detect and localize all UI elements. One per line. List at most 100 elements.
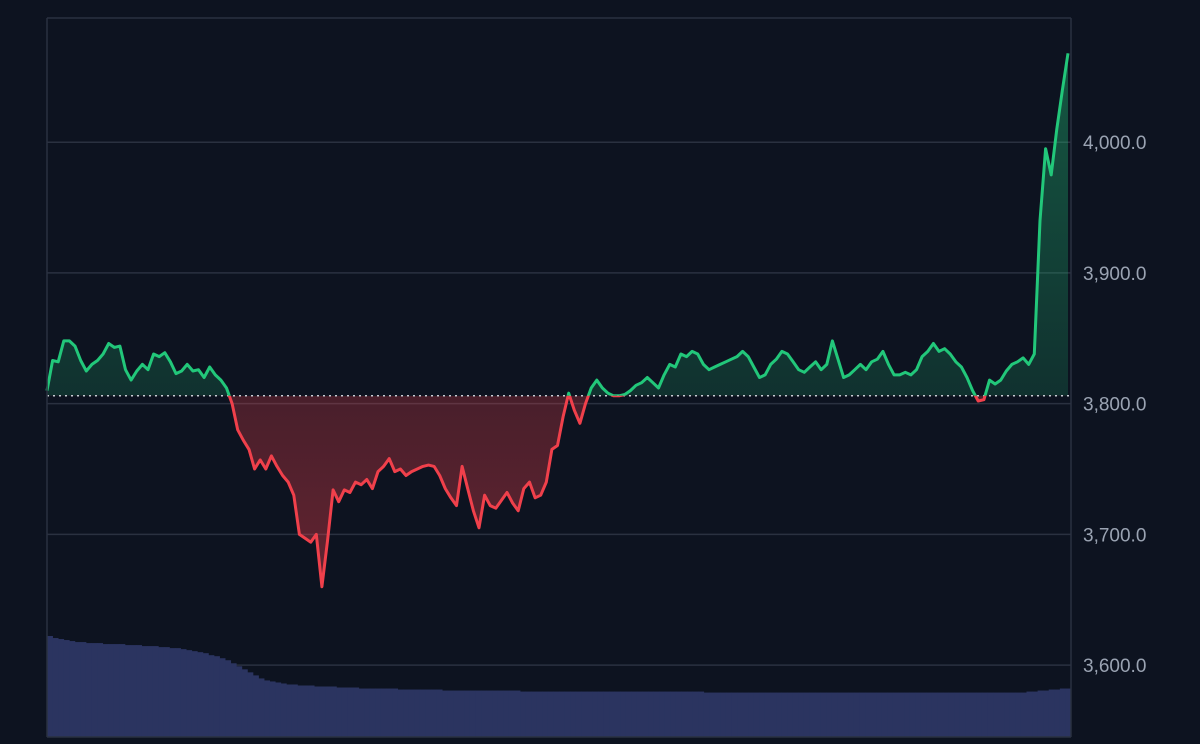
- volume-bar: [442, 690, 449, 737]
- volume-bar: [475, 690, 482, 737]
- volume-bar: [208, 655, 215, 737]
- volume-bar: [553, 691, 560, 737]
- volume-bar: [152, 646, 159, 737]
- volume-bar: [141, 646, 148, 737]
- volume-bar: [948, 692, 955, 737]
- volume-bar: [542, 691, 549, 737]
- y-tick-label-3600: 3,600.0: [1083, 656, 1146, 677]
- volume-bar: [336, 687, 343, 737]
- volume-bar: [664, 691, 671, 737]
- volume-bar: [431, 689, 437, 737]
- volume-bar: [954, 692, 961, 737]
- volume-bar: [269, 681, 276, 737]
- volume-bar: [892, 692, 899, 737]
- area-fill-below-baseline: [47, 395, 1068, 587]
- volume-bar: [798, 692, 805, 737]
- volume-bar: [687, 691, 693, 737]
- volume-bar: [458, 690, 465, 737]
- volume-bar: [69, 641, 76, 737]
- volume-bar: [876, 692, 883, 737]
- volume-bar: [97, 643, 104, 737]
- volume-bar: [842, 692, 849, 737]
- volume-bar: [976, 692, 983, 737]
- volume-bar: [91, 643, 98, 737]
- volume-bar: [258, 678, 265, 737]
- volume-bar: [219, 658, 226, 737]
- volume-bar: [809, 692, 816, 737]
- volume-bar: [837, 692, 844, 737]
- volume-bar: [1020, 692, 1027, 737]
- volume-bar: [764, 692, 771, 737]
- volume-bar: [175, 648, 181, 737]
- volume-bar: [247, 672, 254, 737]
- volume-bar: [280, 683, 287, 737]
- volume-bar: [776, 692, 783, 737]
- volume-bar: [859, 692, 866, 737]
- volume-bar: [564, 691, 571, 737]
- volume-bar: [1065, 688, 1072, 737]
- volume-bar: [380, 688, 387, 737]
- volume-bar: [675, 691, 682, 737]
- volume-bar: [603, 691, 610, 737]
- volume-bar: [197, 652, 204, 737]
- volume-bar: [803, 692, 810, 737]
- volume-bar: [241, 669, 248, 737]
- volume-bar: [781, 692, 788, 737]
- volume-bar: [136, 645, 143, 737]
- volume-bar: [570, 691, 577, 737]
- volume-bar: [904, 692, 911, 737]
- volume-bar: [937, 692, 944, 737]
- volume-bar: [698, 691, 705, 737]
- y-tick-label-3900: 3,900.0: [1083, 264, 1146, 285]
- volume-bar: [592, 691, 599, 737]
- volume-bar: [419, 689, 426, 737]
- volume-bar: [536, 691, 543, 737]
- volume-bar: [308, 685, 315, 737]
- volume-bar: [358, 688, 365, 737]
- volume-bar: [915, 692, 922, 737]
- volume-bar: [252, 675, 259, 737]
- y-tick-label-3700: 3,700.0: [1083, 525, 1146, 546]
- volume-bar: [653, 691, 660, 737]
- volume-bar: [58, 639, 65, 737]
- volume-bar: [102, 644, 109, 737]
- volume-bar: [1048, 689, 1055, 737]
- volume-bar: [659, 691, 666, 737]
- volume-bar: [759, 692, 766, 737]
- volume-bar: [920, 692, 927, 737]
- volume-bar: [330, 686, 337, 737]
- volume-bar: [753, 692, 760, 737]
- price-line-down: [227, 395, 987, 589]
- volume-bar: [865, 692, 872, 737]
- price-line-up: [45, 53, 1070, 396]
- volume-bar: [792, 692, 799, 737]
- volume-bar: [870, 692, 877, 737]
- volume-bar: [364, 688, 371, 737]
- volume-bar: [180, 649, 187, 737]
- volume-bar: [1037, 690, 1044, 737]
- volume-bar: [926, 692, 933, 737]
- volume-bar: [581, 691, 588, 737]
- volume-bar: [631, 691, 638, 737]
- volume-bar: [731, 692, 738, 737]
- volume-bar: [113, 644, 120, 737]
- volume-bar: [80, 642, 87, 737]
- volume-bar: [486, 690, 493, 737]
- volume-bar: [670, 691, 677, 737]
- volume-bar: [520, 691, 527, 737]
- volume-bar: [703, 692, 710, 737]
- volume-bar: [525, 691, 532, 737]
- volume-bar: [898, 692, 905, 737]
- volume-bar: [408, 689, 415, 737]
- plot-frame: [46, 17, 1072, 738]
- volume-bar: [642, 691, 649, 737]
- volume-bar: [74, 642, 81, 737]
- volume-bar: [559, 691, 565, 737]
- volume-bar: [853, 692, 860, 737]
- volume-bar: [737, 692, 744, 737]
- volume-bar: [987, 692, 994, 737]
- volume-bar: [286, 684, 293, 737]
- volume-bar: [503, 690, 510, 737]
- volume-bar: [547, 691, 554, 737]
